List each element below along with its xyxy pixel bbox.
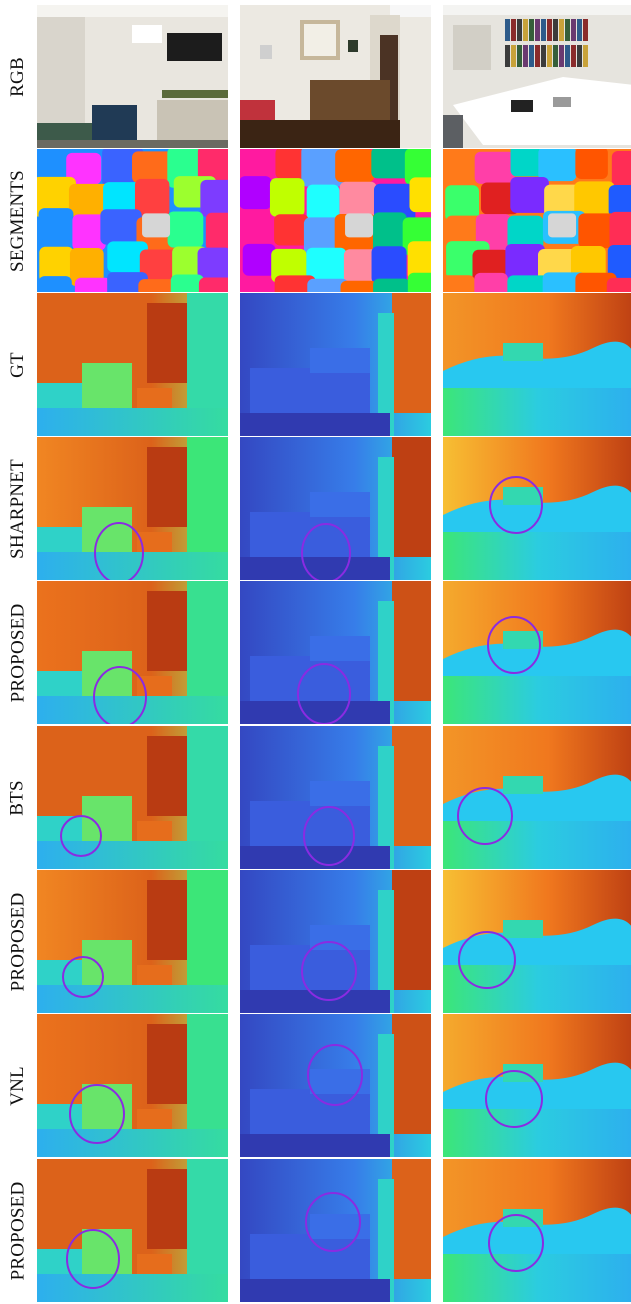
panel-sharpnet-lab [443,437,631,580]
highlight-circle [307,1044,363,1106]
panel-proposed2-office [240,870,431,1013]
panel-vnl-office [240,1014,431,1157]
depth-image [240,1159,431,1302]
depth-image [443,437,631,580]
depth-image [443,870,631,1013]
seg-image [443,149,631,292]
highlight-circle [62,956,104,998]
row-label-proposed3: PROPOSED [0,1159,36,1302]
row-label-text: PROPOSED [7,892,28,991]
row-label-text: VNL [7,1065,28,1106]
depth-image [443,726,631,869]
panel-seg-office [240,149,431,292]
depth-image [443,293,631,436]
row-label-vnl: VNL [0,1014,36,1157]
row-label-rgb: RGB [0,5,36,148]
row-label-text: PROPOSED [7,1181,28,1280]
depth-image [240,437,431,580]
panel-seg-kitchen [37,149,228,292]
highlight-circle [305,1192,361,1252]
depth-image [443,1159,631,1302]
panel-sharpnet-kitchen [37,437,228,580]
panel-gt-lab [443,293,631,436]
highlight-circle [303,806,355,866]
row-label-gt: GT [0,293,36,436]
highlight-circle [301,523,351,580]
highlight-circle [457,787,513,845]
panel-proposed3-lab [443,1159,631,1302]
highlight-circle [66,1229,120,1289]
panel-rgb-kitchen [37,5,228,148]
depth-image [37,437,228,580]
row-label-text: SEGMENTS [7,169,29,272]
row-label-text: RGB [7,56,29,97]
panel-proposed1-lab [443,581,631,724]
highlight-circle [93,666,147,724]
row-label-text: PROPOSED [7,603,28,702]
panel-rgb-office [240,5,431,148]
highlight-circle [488,1214,544,1272]
row-label-seg: SEGMENTS [0,149,36,292]
panel-bts-kitchen [37,726,228,869]
panel-vnl-lab [443,1014,631,1157]
depth-image [37,581,228,724]
depth-image [37,870,228,1013]
panel-proposed1-kitchen [37,581,228,724]
highlight-circle [94,522,144,580]
panel-seg-lab [443,149,631,292]
row-label-text: BTS [6,779,28,816]
seg-image [37,149,228,292]
depth-image [37,1014,228,1157]
highlight-circle [301,941,357,1001]
depth-image [240,293,431,436]
panel-proposed3-office [240,1159,431,1302]
depth-image [37,1159,228,1302]
rgb-image [443,5,631,148]
highlight-circle [485,1070,543,1128]
highlight-circle [487,616,541,674]
panel-bts-office [240,726,431,869]
seg-image [240,149,431,292]
panel-proposed2-lab [443,870,631,1013]
panel-proposed2-kitchen [37,870,228,1013]
row-label-text: SHARPNET [7,458,29,559]
row-label-proposed2: PROPOSED [0,870,36,1013]
panel-gt-kitchen [37,293,228,436]
depth-image [443,581,631,724]
highlight-circle [297,663,351,724]
row-label-text: GT [6,351,28,378]
row-label-bts: BTS [0,726,36,869]
highlight-circle [69,1084,125,1144]
highlight-circle [60,815,102,857]
rgb-image [240,5,431,148]
panel-sharpnet-office [240,437,431,580]
depth-image [240,870,431,1013]
depth-image [37,293,228,436]
panel-proposed1-office [240,581,431,724]
highlight-circle [489,476,543,534]
panel-bts-lab [443,726,631,869]
highlight-circle [458,931,516,989]
rgb-image [37,5,228,148]
depth-image [240,1014,431,1157]
panel-gt-office [240,293,431,436]
panel-vnl-kitchen [37,1014,228,1157]
depth-image [240,581,431,724]
depth-image [240,726,431,869]
depth-image [443,1014,631,1157]
panel-rgb-lab [443,5,631,148]
row-label-sharpnet: SHARPNET [0,437,36,580]
depth-image [37,726,228,869]
panel-proposed3-kitchen [37,1159,228,1302]
row-label-proposed1: PROPOSED [0,581,36,724]
